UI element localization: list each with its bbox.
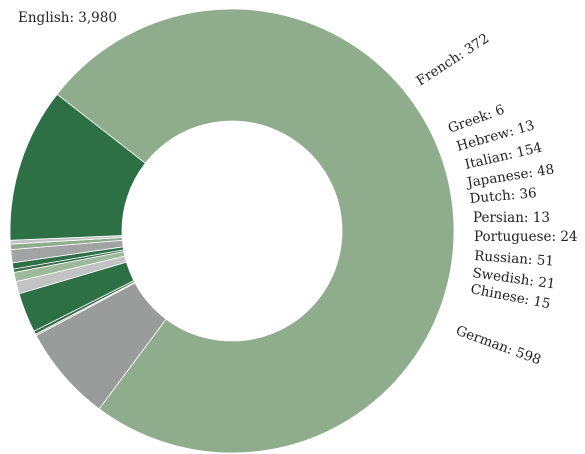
label-german: German: 598	[454, 323, 543, 369]
label-dutch: Dutch: 36	[469, 185, 537, 207]
label-russian: Russian: 51	[474, 248, 555, 270]
label-english: English: 3,980	[18, 10, 117, 26]
slice-german	[9, 93, 146, 241]
label-portuguese: Portuguese: 24	[474, 229, 578, 245]
label-persian: Persian: 13	[473, 210, 550, 226]
label-french: French: 372	[413, 31, 492, 90]
slices-group	[9, 8, 455, 454]
slice-english	[56, 8, 455, 454]
